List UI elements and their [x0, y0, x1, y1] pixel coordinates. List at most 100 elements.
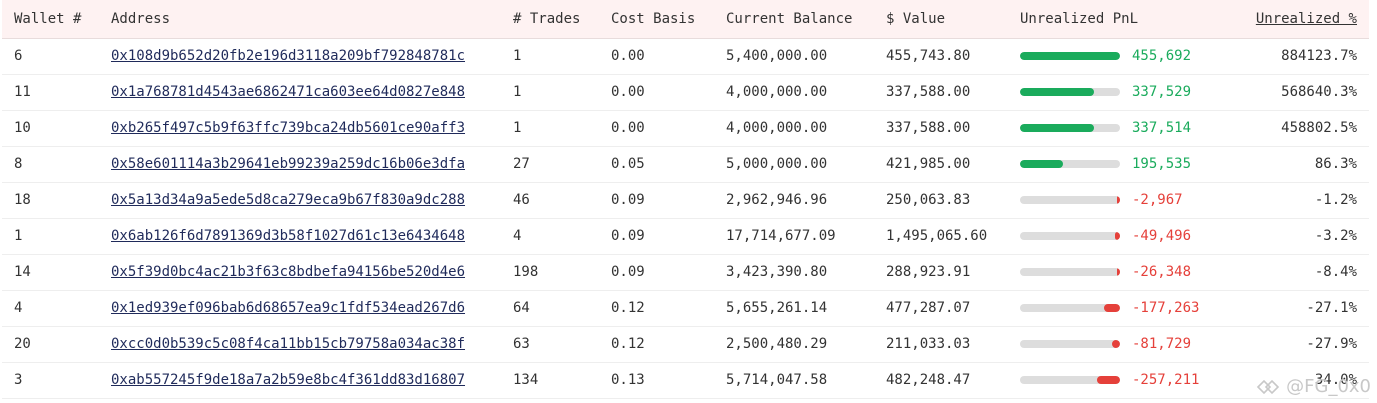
unrealized-pnl-cell: -81,729	[1008, 326, 1235, 362]
pnl-bar-group: -49,496	[1020, 228, 1235, 244]
wallet-number-cell: 14	[14, 264, 31, 280]
address-cell: 0x5a13d34a9a5ede5d8ca279eca9b67f830a9dc2…	[99, 182, 501, 218]
table-row[interactable]: 1 0x6ab126f6d7891369d3b58f1027d61c13e6434…	[2, 218, 1369, 254]
unrealized-pct-cell: 568640.3%	[1281, 84, 1357, 100]
trades-cell: 1	[513, 120, 522, 136]
trades-cell: 63	[513, 336, 530, 352]
pnl-value: 455,692	[1132, 48, 1192, 64]
wallet-number-cell: 10	[14, 120, 31, 136]
table-row[interactable]: 10 0xb265f497c5b9f63ffc739bca24db5601ce90…	[2, 110, 1369, 146]
col-header-unrealized-pct[interactable]: Unrealized %	[1235, 0, 1369, 39]
pnl-value: -257,211	[1132, 372, 1200, 388]
pnl-bar-track	[1020, 52, 1120, 60]
usd-value-cell: 337,588.00	[886, 84, 971, 100]
cost-basis-cell: 0.12	[611, 336, 645, 352]
unrealized-pct-cell: 458802.5%	[1281, 120, 1357, 136]
unrealized-pct-cell: -34.0%	[1306, 372, 1357, 388]
table-row[interactable]: 18 0x5a13d34a9a5ede5d8ca279eca9b67f830a9d…	[2, 182, 1369, 218]
wallet-address-link[interactable]: 0x5a13d34a9a5ede5d8ca279eca9b67f830a9dc2…	[111, 192, 466, 208]
unrealized-pnl-cell: -49,496	[1008, 218, 1235, 254]
pnl-bar-fill	[1020, 88, 1094, 96]
usd-value-cell: 477,287.07	[886, 300, 971, 316]
wallet-address-link[interactable]: 0x1ed939ef096bab6d68657ea9c1fdf534ead267…	[111, 300, 466, 316]
current-balance-cell: 5,000,000.00	[726, 156, 828, 172]
col-header-cost-basis[interactable]: Cost Basis	[599, 0, 714, 39]
current-balance-cell: 5,400,000.00	[726, 48, 828, 64]
current-balance-cell: 3,423,390.80	[726, 264, 828, 280]
pnl-bar-group: -177,263	[1020, 300, 1235, 316]
current-balance-cell: 2,500,480.29	[726, 336, 828, 352]
pnl-bar-fill	[1104, 304, 1120, 312]
cost-basis-cell: 0.00	[611, 84, 645, 100]
usd-value-cell: 1,495,065.60	[886, 228, 988, 244]
wallet-address-link[interactable]: 0xab557245f9de18a7a2b59e8bc4f361dd83d168…	[111, 372, 466, 388]
unrealized-pct-cell: 86.3%	[1314, 156, 1357, 172]
col-header-unrealized-pnl[interactable]: Unrealized PnL	[1008, 0, 1235, 39]
wallet-number-cell: 20	[14, 336, 31, 352]
unrealized-pct-cell: -27.9%	[1306, 336, 1357, 352]
col-header-trades[interactable]: # Trades	[501, 0, 599, 39]
col-header-current-balance[interactable]: Current Balance	[714, 0, 874, 39]
pnl-bar-track	[1020, 124, 1120, 132]
wallet-number-cell: 6	[14, 48, 23, 64]
table-row[interactable]: 4 0x1ed939ef096bab6d68657ea9c1fdf534ead26…	[2, 290, 1369, 326]
address-cell: 0x6ab126f6d7891369d3b58f1027d61c13e64346…	[99, 218, 501, 254]
pnl-bar-group: -2,967	[1020, 192, 1235, 208]
pnl-bar-track	[1020, 376, 1120, 384]
pnl-value: -26,348	[1132, 264, 1192, 280]
trades-cell: 1	[513, 48, 522, 64]
cost-basis-cell: 0.12	[611, 300, 645, 316]
wallet-number-cell: 1	[14, 228, 23, 244]
col-header-wallet[interactable]: Wallet #	[2, 0, 99, 39]
current-balance-cell: 2,962,946.96	[726, 192, 828, 208]
wallet-address-link[interactable]: 0x58e601114a3b29641eb99239a259dc16b06e3d…	[111, 156, 466, 172]
unrealized-pct-cell: 884123.7%	[1281, 48, 1357, 64]
table-row[interactable]: 3 0xab557245f9de18a7a2b59e8bc4f361dd83d16…	[2, 362, 1369, 398]
wallet-address-link[interactable]: 0xcc0d0b539c5c08f4ca11bb15cb79758a034ac3…	[111, 336, 466, 352]
cost-basis-cell: 0.09	[611, 192, 645, 208]
table-row[interactable]: 20 0xcc0d0b539c5c08f4ca11bb15cb79758a034a…	[2, 326, 1369, 362]
col-header-address[interactable]: Address	[99, 0, 501, 39]
pnl-bar-group: -81,729	[1020, 336, 1235, 352]
address-cell: 0x58e601114a3b29641eb99239a259dc16b06e3d…	[99, 146, 501, 182]
pnl-value: -81,729	[1132, 336, 1192, 352]
current-balance-cell: 4,000,000.00	[726, 120, 828, 136]
wallet-address-link[interactable]: 0x108d9b652d20fb2e196d3118a209bf79284878…	[111, 48, 466, 64]
address-cell: 0x1a768781d4543ae6862471ca603ee64d0827e8…	[99, 74, 501, 110]
trades-cell: 198	[513, 264, 539, 280]
pnl-value: -49,496	[1132, 228, 1192, 244]
table-row[interactable]: 8 0x58e601114a3b29641eb99239a259dc16b06e3…	[2, 146, 1369, 182]
wallet-address-link[interactable]: 0xb265f497c5b9f63ffc739bca24db5601ce90af…	[111, 120, 466, 136]
table-row[interactable]: 14 0x5f39d0bc4ac21b3f63c8bdbefa94156be520…	[2, 254, 1369, 290]
wallet-address-link[interactable]: 0x5f39d0bc4ac21b3f63c8bdbefa94156be520d4…	[111, 264, 466, 280]
pnl-bar-fill	[1097, 376, 1120, 384]
col-header-usd-value[interactable]: $ Value	[874, 0, 1008, 39]
address-cell: 0x108d9b652d20fb2e196d3118a209bf79284878…	[99, 38, 501, 74]
usd-value-cell: 337,588.00	[886, 120, 971, 136]
unrealized-pnl-cell: -257,211	[1008, 362, 1235, 398]
pnl-bar-track	[1020, 268, 1120, 276]
pnl-value: -2,967	[1132, 192, 1183, 208]
cost-basis-cell: 0.13	[611, 372, 645, 388]
wallet-address-link[interactable]: 0x1a768781d4543ae6862471ca603ee64d0827e8…	[111, 84, 466, 100]
unrealized-pnl-cell: 337,529	[1008, 74, 1235, 110]
current-balance-cell: 5,655,261.14	[726, 300, 828, 316]
pnl-bar-group: 337,514	[1020, 120, 1235, 136]
sort-unrealized-pct-link[interactable]: Unrealized %	[1255, 10, 1357, 27]
pnl-bar-fill	[1020, 52, 1120, 60]
table-header-row: Wallet # Address # Trades Cost Basis Cur…	[2, 0, 1369, 39]
table-row[interactable]: 11 0x1a768781d4543ae6862471ca603ee64d0827…	[2, 74, 1369, 110]
wallet-address-link[interactable]: 0x6ab126f6d7891369d3b58f1027d61c13e64346…	[111, 228, 466, 244]
table-row[interactable]: 6 0x108d9b652d20fb2e196d3118a209bf7928487…	[2, 38, 1369, 74]
trades-cell: 64	[513, 300, 530, 316]
pnl-bar-track	[1020, 304, 1120, 312]
pnl-value: 195,535	[1132, 156, 1192, 172]
unrealized-pnl-cell: 337,514	[1008, 110, 1235, 146]
cost-basis-cell: 0.00	[611, 48, 645, 64]
unrealized-pct-cell: -3.2%	[1314, 228, 1357, 244]
unrealized-pct-cell: -8.4%	[1314, 264, 1357, 280]
pnl-bar-group: 455,692	[1020, 48, 1235, 64]
usd-value-cell: 455,743.80	[886, 48, 971, 64]
